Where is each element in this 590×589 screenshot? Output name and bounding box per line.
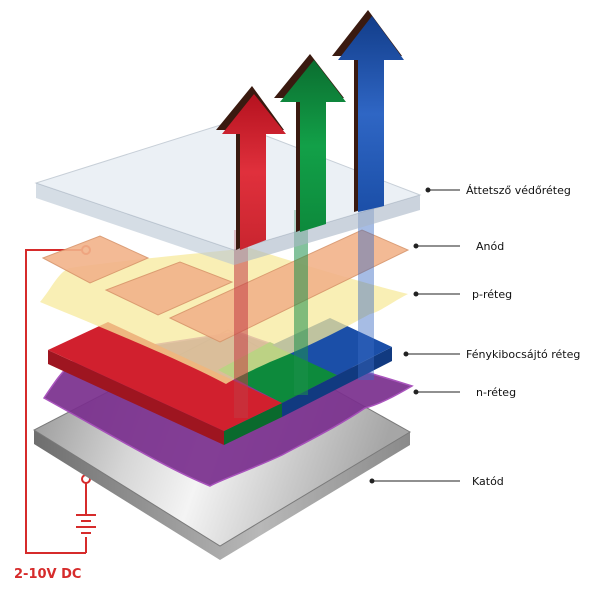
battery-icon (76, 514, 96, 534)
label-n-layer: n-réteg (476, 386, 516, 399)
anode-layer (41, 229, 410, 343)
label-emissive-layer: Fénykibocsájtó réteg (466, 348, 580, 361)
label-anode: Anód (476, 240, 504, 253)
circuit-wire (25, 249, 87, 554)
light-columns (234, 195, 374, 418)
voltage-label: 2-10V DC (14, 567, 81, 582)
label-protective-layer: Áttetsző védőréteg (466, 184, 571, 197)
label-cathode: Katód (472, 475, 504, 488)
red-emitter (48, 322, 282, 431)
blue-light-arrow (332, 10, 404, 212)
leader-lines (369, 187, 460, 484)
green-light-arrow (274, 54, 346, 232)
label-p-layer: p-réteg (472, 288, 512, 301)
red-light-arrow (216, 86, 286, 250)
